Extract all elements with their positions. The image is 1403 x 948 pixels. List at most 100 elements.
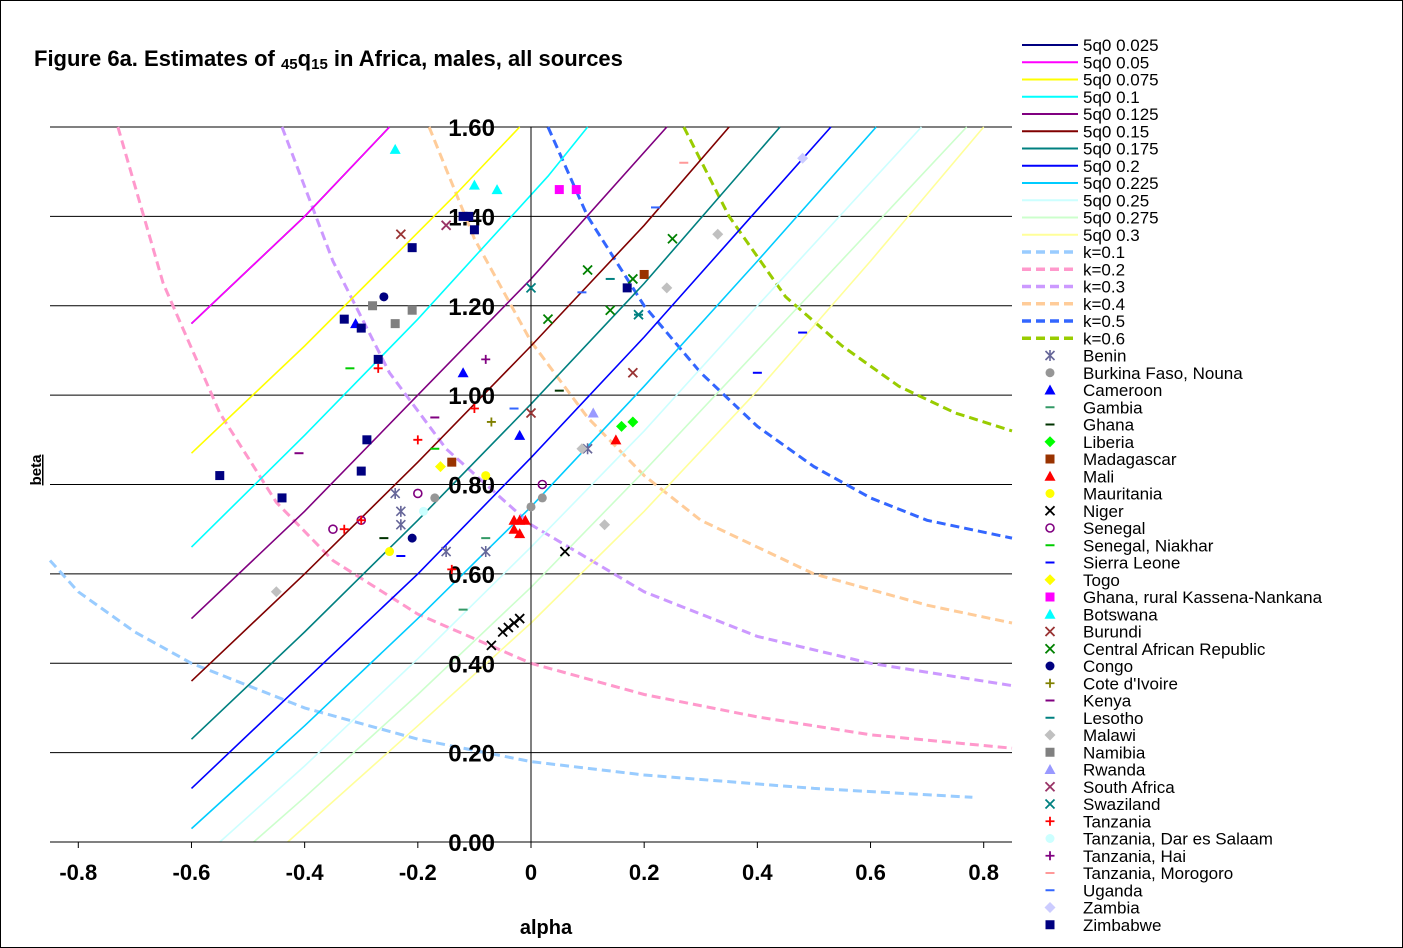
marker-square (407, 305, 417, 315)
marker-square (373, 354, 383, 364)
legend-label: Cote d'Ivoire (1083, 674, 1178, 693)
marker-x (440, 220, 452, 231)
marker-triangle (468, 179, 480, 190)
legend-label: k=0.5 (1083, 312, 1125, 331)
legend-label: Senegal (1083, 519, 1145, 538)
legend-label: Togo (1083, 571, 1120, 590)
y-tick-label: 1.00 (448, 383, 495, 410)
legend-label: 5q0 0.25 (1083, 191, 1149, 210)
marker-asterisk (1044, 350, 1056, 361)
x-tick-label: 0 (525, 860, 537, 885)
marker-circle (379, 292, 389, 302)
marker-triangle (1044, 608, 1056, 619)
legend-label: Malawi (1083, 726, 1136, 745)
legend-label: 5q0 0.225 (1083, 174, 1159, 193)
marker-triangle (519, 514, 531, 525)
marker-circle (407, 533, 417, 543)
marker-circle (1045, 489, 1055, 498)
legend-label: Burundi (1083, 623, 1142, 642)
legend-label: Tanzania, Morogoro (1083, 864, 1233, 883)
legend-label: Zambia (1083, 899, 1140, 918)
x-tick-label: -0.2 (399, 860, 437, 885)
marker-diamond (434, 461, 446, 473)
marker-triangle (1044, 384, 1056, 395)
legend-label: 5q0 0.025 (1083, 36, 1159, 55)
marker-circle (526, 502, 536, 512)
marker-square (407, 243, 417, 253)
legend-label: Uganda (1083, 881, 1143, 900)
marker-circle (481, 471, 491, 481)
marker-circle-open (328, 524, 338, 534)
marker-diamond (270, 586, 282, 598)
marker-square (571, 185, 581, 195)
marker-triangle (457, 367, 469, 378)
legend-label: Gambia (1083, 398, 1143, 417)
marker-x (1044, 798, 1056, 810)
y-axis-label: beta (28, 454, 45, 486)
iso-line (190, 126, 832, 789)
x-tick-label: -0.8 (59, 860, 97, 885)
legend-label: Madagascar (1083, 450, 1177, 469)
marker-square (1045, 747, 1055, 757)
marker-circle-open (413, 488, 423, 499)
marker-x (1044, 643, 1056, 654)
marker-square (362, 435, 372, 445)
legend-label: Sierra Leone (1083, 554, 1180, 573)
marker-plus (413, 435, 423, 445)
marker-circle (537, 493, 547, 503)
marker-triangle (587, 407, 599, 418)
marker-square (1045, 454, 1055, 464)
legend-label: Burkina Faso, Nouna (1083, 364, 1243, 383)
marker-x (542, 314, 554, 325)
marker-x (1044, 505, 1056, 516)
marker-square (1045, 592, 1055, 602)
legend-label: 5q0 0.2 (1083, 157, 1140, 176)
legend-label: 5q0 0.075 (1083, 71, 1159, 90)
marker-x (627, 273, 638, 285)
marker-plus (447, 564, 457, 574)
marker-diamond (576, 443, 588, 455)
marker-triangle (514, 528, 526, 539)
marker-x (605, 305, 616, 316)
marker-diamond (661, 282, 673, 294)
y-tick-label: 0.00 (448, 830, 495, 857)
marker-square (554, 185, 564, 195)
legend-label: Botswana (1083, 605, 1158, 624)
marker-plus (481, 354, 491, 364)
marker-square (639, 269, 649, 279)
legend-label: Senegal, Niakhar (1083, 536, 1214, 555)
legend-label: Congo (1083, 657, 1133, 676)
legend-label: Zimbabwe (1083, 916, 1161, 935)
marker-square (1045, 920, 1055, 930)
legend-label: k=0.2 (1083, 260, 1125, 279)
legend-label: k=0.4 (1083, 295, 1125, 314)
marker-diamond (616, 420, 628, 432)
marker-diamond (797, 152, 809, 164)
legend-label: Kenya (1083, 692, 1132, 711)
legend-label: Benin (1083, 347, 1126, 366)
marker-square (215, 471, 225, 481)
legend-label: k=0.1 (1083, 243, 1125, 262)
x-tick-label: 0.4 (742, 860, 773, 885)
marker-x (514, 613, 525, 624)
k-curve (427, 126, 1013, 625)
k-curve (546, 126, 1013, 540)
marker-diamond (1044, 436, 1056, 448)
marker-x (486, 640, 497, 651)
legend-label: 5q0 0.1 (1083, 88, 1140, 107)
x-tick-label: -0.6 (173, 860, 211, 885)
marker-x (1044, 781, 1056, 792)
marker-x (633, 309, 644, 320)
marker-x (559, 546, 571, 557)
marker-triangle (514, 429, 526, 440)
marker-x (627, 367, 638, 378)
marker-square (447, 457, 457, 467)
iso-line (287, 126, 985, 843)
marker-triangle (389, 143, 401, 154)
x-tick-label: 0.6 (855, 860, 886, 885)
iso-line (190, 126, 521, 454)
k-curve (682, 126, 1013, 433)
marker-square (368, 301, 378, 311)
